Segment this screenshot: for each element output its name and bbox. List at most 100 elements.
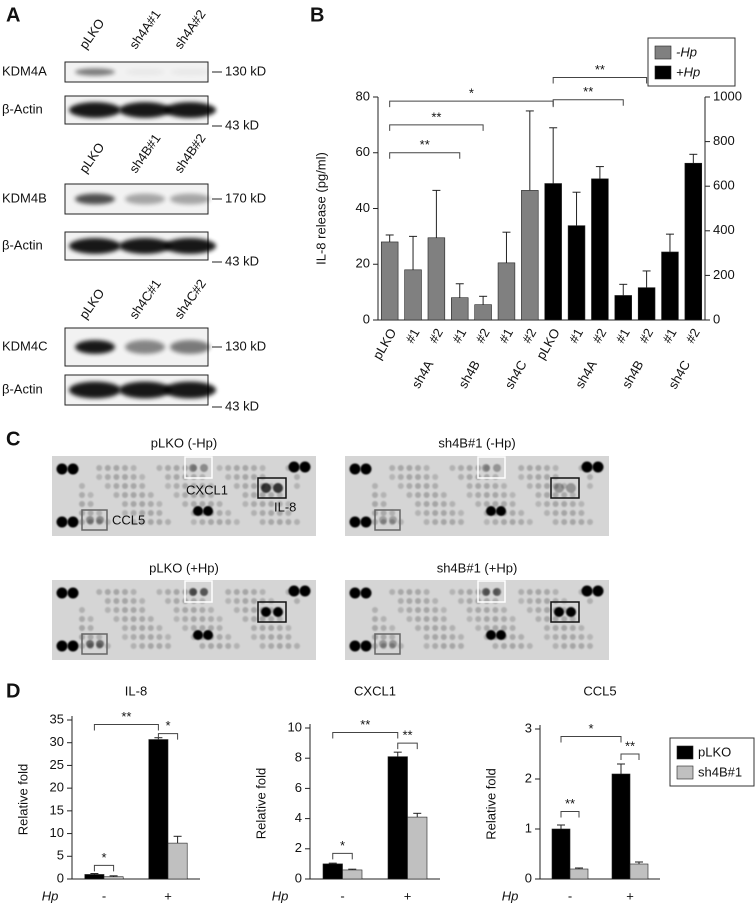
spot	[294, 598, 300, 604]
error-bar	[109, 875, 118, 877]
error-bar	[432, 189, 441, 238]
error-bar	[572, 191, 581, 226]
spot	[113, 598, 120, 604]
spot	[423, 483, 430, 489]
lane-label: pLKO	[76, 140, 107, 176]
spot	[147, 625, 154, 631]
spot	[79, 501, 85, 507]
spot	[190, 598, 197, 604]
spot	[276, 519, 283, 525]
spot	[96, 640, 104, 648]
row-label: β-Actin	[2, 381, 43, 396]
spot	[466, 465, 473, 471]
spot	[147, 643, 154, 649]
error-bar	[393, 751, 402, 757]
spot	[379, 516, 387, 524]
spot	[406, 589, 413, 595]
spot	[492, 607, 499, 613]
spot	[449, 510, 456, 516]
spot	[554, 483, 564, 493]
array-title: pLKO (+Hp)	[149, 560, 219, 575]
spot	[147, 634, 154, 640]
bar	[387, 756, 408, 880]
spot	[561, 598, 568, 604]
significance-bracket	[93, 724, 159, 731]
significance-label: **	[625, 738, 635, 753]
spot	[79, 616, 85, 622]
spot	[587, 483, 593, 489]
spot	[509, 501, 516, 507]
spot	[432, 607, 439, 613]
spot	[156, 643, 163, 649]
spot	[56, 640, 68, 652]
legend-swatch	[676, 745, 694, 760]
spot	[501, 519, 507, 525]
spot	[199, 625, 206, 631]
spot-label: CCL5	[112, 512, 145, 527]
spot	[251, 634, 257, 640]
spot	[483, 483, 490, 489]
spot	[190, 474, 197, 480]
spot	[349, 587, 361, 599]
x-tick-label: +	[164, 888, 172, 903]
significance-bracket	[397, 742, 418, 750]
spot	[440, 643, 447, 649]
bar	[661, 251, 679, 321]
spot	[569, 501, 576, 507]
spot	[165, 634, 171, 640]
spot	[225, 634, 232, 640]
spot	[251, 616, 257, 622]
spot	[165, 598, 171, 604]
spot	[492, 625, 499, 631]
y-tick-label: 10	[50, 825, 64, 840]
spot	[587, 598, 593, 604]
spot	[535, 465, 542, 471]
spot	[372, 607, 378, 613]
y-tick-label: 0	[295, 870, 302, 885]
spot	[509, 634, 516, 640]
spot	[276, 634, 283, 640]
spot	[493, 464, 501, 472]
spot	[288, 585, 300, 597]
spot	[526, 598, 533, 604]
spot	[285, 634, 292, 640]
spot	[113, 589, 120, 595]
spot	[509, 510, 516, 516]
spot	[225, 510, 232, 516]
spot	[147, 510, 154, 516]
spot-box	[257, 601, 287, 623]
spot	[561, 616, 568, 622]
spot	[130, 598, 137, 604]
spot	[79, 492, 85, 498]
group-label: sh4C	[665, 358, 693, 392]
spot	[259, 474, 266, 480]
spot	[535, 474, 542, 480]
spot	[440, 510, 447, 516]
spot	[182, 501, 189, 507]
error-bar	[635, 861, 643, 864]
significance-label: *	[165, 718, 170, 733]
significance-bracket	[389, 124, 484, 131]
bar	[322, 863, 343, 880]
spot	[190, 625, 197, 631]
chart-title: IL-8	[125, 683, 147, 698]
error-bar	[328, 862, 337, 864]
spot	[509, 643, 516, 649]
spot	[423, 625, 430, 631]
spot	[259, 519, 266, 525]
spot	[122, 589, 128, 595]
spot	[501, 492, 507, 498]
significance-label: *	[588, 721, 593, 736]
spot-box	[374, 509, 401, 531]
group-label: sh4A	[572, 357, 600, 390]
significance-bracket	[620, 753, 640, 760]
spot	[225, 598, 232, 604]
spot	[379, 640, 387, 648]
spot	[268, 510, 275, 516]
spot	[432, 501, 439, 507]
band	[69, 381, 121, 399]
spot	[216, 465, 223, 471]
spot	[501, 616, 507, 622]
spot	[518, 465, 525, 471]
spot	[483, 501, 490, 507]
